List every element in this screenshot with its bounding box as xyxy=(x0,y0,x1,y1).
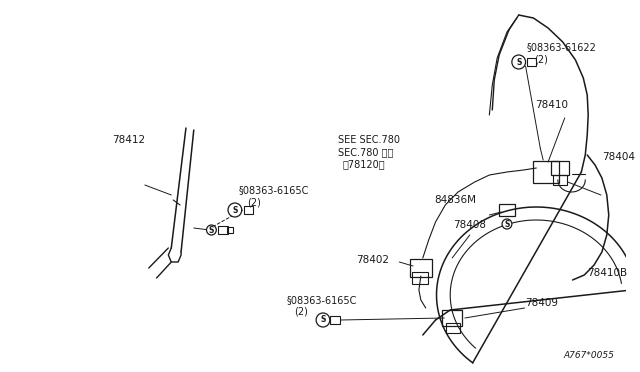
Text: (2): (2) xyxy=(294,307,308,317)
Text: 84836M: 84836M xyxy=(435,195,477,205)
Text: §08363-6165C: §08363-6165C xyxy=(287,295,357,305)
Text: (2): (2) xyxy=(534,54,548,64)
Text: A767*0055: A767*0055 xyxy=(564,351,614,360)
Text: (2): (2) xyxy=(246,197,260,207)
Circle shape xyxy=(512,55,525,69)
Circle shape xyxy=(316,313,330,327)
Text: S: S xyxy=(504,219,509,228)
Text: S: S xyxy=(209,225,214,234)
Circle shape xyxy=(502,219,512,229)
Text: （78120）: （78120） xyxy=(342,159,385,169)
Text: 78409: 78409 xyxy=(525,298,559,308)
Text: §08363-61622: §08363-61622 xyxy=(527,42,596,52)
Text: §08363-6165C: §08363-6165C xyxy=(239,185,309,195)
Text: 78404: 78404 xyxy=(602,152,635,162)
Text: S: S xyxy=(232,205,237,215)
Text: 78402: 78402 xyxy=(356,255,389,265)
Text: 78410B: 78410B xyxy=(588,268,627,278)
Text: 78412: 78412 xyxy=(113,135,146,145)
Text: S: S xyxy=(516,58,522,67)
Text: SEC.780 参照: SEC.780 参照 xyxy=(338,147,393,157)
Text: 78408: 78408 xyxy=(453,220,486,230)
Text: S: S xyxy=(320,315,326,324)
Circle shape xyxy=(207,225,216,235)
Text: SEE SEC.780: SEE SEC.780 xyxy=(338,135,399,145)
Text: 78410: 78410 xyxy=(535,100,568,110)
Circle shape xyxy=(228,203,242,217)
